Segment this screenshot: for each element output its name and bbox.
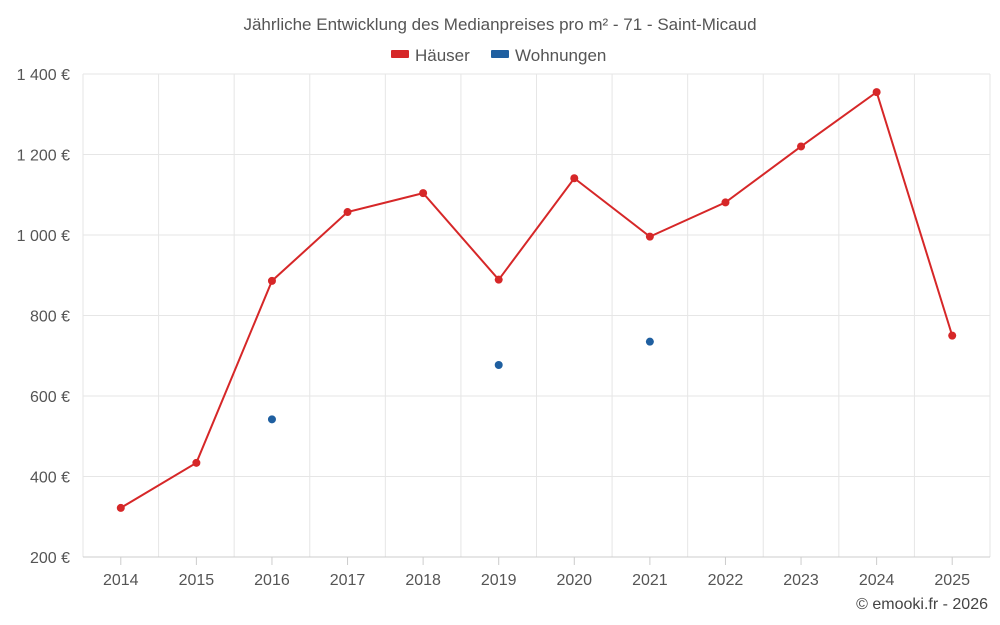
legend-label: Häuser xyxy=(415,46,470,65)
series-wohnungen xyxy=(267,337,654,424)
data-point xyxy=(267,276,276,285)
data-point xyxy=(645,337,654,346)
x-tick-label: 2021 xyxy=(632,572,668,589)
legend-swatch xyxy=(391,50,409,58)
y-axis: 200 € 400 € 600 € 800 € 1 000 € 1 200 € 1 400 … xyxy=(17,67,70,567)
y-tick-label: 1 400 € xyxy=(17,67,70,84)
data-point xyxy=(645,232,654,241)
x-tick-label: 2017 xyxy=(330,572,366,589)
data-point xyxy=(872,88,881,97)
data-point xyxy=(494,275,503,284)
y-tick-label: 400 € xyxy=(30,470,70,487)
legend-item: Häuser xyxy=(391,46,470,65)
data-point xyxy=(494,361,503,370)
grid xyxy=(82,73,991,557)
y-tick-label: 1 200 € xyxy=(17,148,70,165)
series-layer xyxy=(116,88,957,512)
data-point xyxy=(570,174,579,183)
x-tick-label: 2019 xyxy=(481,572,517,589)
legend-item: Wohnungen xyxy=(491,46,606,65)
x-tick-label: 2015 xyxy=(179,572,215,589)
chart-title: Jährliche Entwicklung des Medianpreises … xyxy=(243,15,756,34)
credit-text: © emooki.fr - 2026 xyxy=(856,596,988,613)
series-haeuser xyxy=(116,88,957,512)
y-tick-label: 800 € xyxy=(30,309,70,326)
data-point xyxy=(797,142,806,151)
y-tick-label: 600 € xyxy=(30,389,70,406)
x-axis: 2014 2015 2016 2017 2018 2019 2020 2021 2022 2023… xyxy=(83,556,990,589)
x-tick-label: 2018 xyxy=(405,572,441,589)
x-tick-label: 2022 xyxy=(708,572,744,589)
legend-swatch xyxy=(491,50,509,58)
data-point xyxy=(343,208,352,217)
data-point xyxy=(419,189,428,198)
data-point xyxy=(267,415,276,424)
x-tick-label: 2025 xyxy=(934,572,970,589)
y-tick-label: 200 € xyxy=(30,550,70,567)
data-point xyxy=(116,503,125,512)
x-tick-label: 2024 xyxy=(859,572,895,589)
series-line xyxy=(120,90,954,509)
x-tick-label: 2023 xyxy=(783,572,819,589)
x-tick-label: 2016 xyxy=(254,572,290,589)
legend-label: Wohnungen xyxy=(515,46,606,65)
data-point xyxy=(721,198,730,207)
x-tick-label: 2020 xyxy=(556,572,592,589)
data-point xyxy=(192,458,201,467)
y-tick-label: 1 000 € xyxy=(17,228,70,245)
x-tick-label: 2014 xyxy=(103,572,139,589)
legend: Häuser Wohnungen xyxy=(391,46,606,65)
data-point xyxy=(948,331,957,340)
